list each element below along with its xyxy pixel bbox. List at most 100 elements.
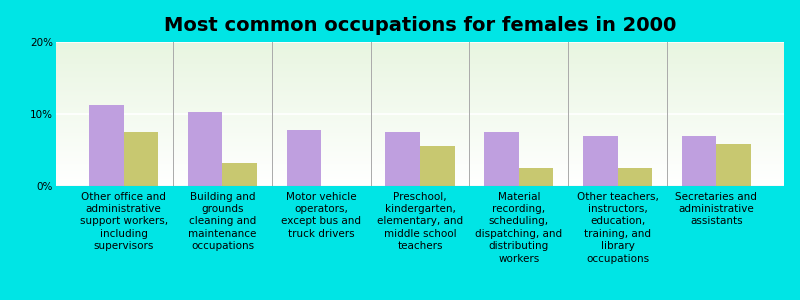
Bar <box>56 116 784 117</box>
Bar <box>56 92 784 93</box>
Bar <box>56 119 784 120</box>
Bar <box>56 136 784 137</box>
Bar <box>56 160 784 161</box>
Bar <box>56 128 784 129</box>
Bar <box>56 75 784 76</box>
Bar <box>56 145 784 146</box>
Bar <box>618 168 652 186</box>
Bar <box>56 131 784 132</box>
Bar <box>56 105 784 106</box>
Bar <box>56 57 784 58</box>
Bar <box>716 144 751 186</box>
Bar <box>56 169 784 170</box>
Bar <box>56 179 784 180</box>
Bar <box>56 76 784 77</box>
Bar <box>56 185 784 186</box>
Bar <box>56 62 784 63</box>
Bar <box>56 46 784 47</box>
Bar <box>56 100 784 101</box>
Bar <box>56 135 784 136</box>
Bar <box>56 51 784 52</box>
Bar <box>518 168 554 186</box>
Bar <box>56 171 784 172</box>
Bar <box>56 143 784 144</box>
Bar <box>56 60 784 61</box>
Bar <box>56 59 784 60</box>
Bar <box>56 141 784 142</box>
Bar <box>56 123 784 124</box>
Bar <box>56 67 784 68</box>
Bar <box>56 157 784 158</box>
Bar <box>56 117 784 118</box>
Bar <box>56 144 784 145</box>
Bar <box>56 50 784 51</box>
Bar <box>420 146 454 186</box>
Bar <box>56 79 784 80</box>
Bar <box>56 94 784 95</box>
Bar <box>56 151 784 152</box>
Bar <box>56 127 784 128</box>
Bar <box>56 49 784 50</box>
Bar <box>56 165 784 166</box>
Bar <box>56 87 784 88</box>
Bar <box>56 96 784 97</box>
Bar <box>56 168 784 169</box>
Bar <box>56 66 784 67</box>
Bar <box>56 134 784 135</box>
Bar <box>56 162 784 163</box>
Bar <box>56 146 784 147</box>
Bar <box>56 155 784 156</box>
Bar <box>56 89 784 90</box>
Bar <box>56 156 784 157</box>
Bar <box>56 173 784 174</box>
Bar <box>56 101 784 102</box>
Bar <box>56 150 784 151</box>
Bar <box>56 73 784 74</box>
Bar <box>56 109 784 110</box>
Bar <box>56 97 784 98</box>
Bar <box>56 124 784 125</box>
Bar <box>56 64 784 65</box>
Bar <box>56 138 784 139</box>
Bar <box>56 108 784 109</box>
Bar <box>56 147 784 148</box>
Bar <box>56 164 784 165</box>
Bar <box>56 125 784 126</box>
Bar <box>56 102 784 103</box>
Bar <box>56 130 784 131</box>
Bar <box>124 132 158 186</box>
Bar <box>56 152 784 153</box>
Bar <box>56 114 784 115</box>
Bar <box>56 71 784 72</box>
Bar <box>56 111 784 112</box>
Bar <box>56 53 784 54</box>
Bar <box>56 112 784 113</box>
Bar <box>56 56 784 57</box>
Bar <box>89 105 124 186</box>
Bar <box>56 86 784 87</box>
Bar <box>56 54 784 55</box>
Bar <box>56 176 784 177</box>
Bar <box>56 139 784 140</box>
Bar <box>56 61 784 62</box>
Bar <box>56 110 784 111</box>
Bar <box>56 82 784 83</box>
Bar <box>56 93 784 94</box>
Bar <box>56 44 784 45</box>
Bar <box>56 103 784 104</box>
Bar <box>56 81 784 82</box>
Bar <box>56 169 784 170</box>
Bar <box>56 88 784 89</box>
Bar <box>386 132 420 186</box>
Bar <box>56 83 784 84</box>
Bar <box>56 153 784 154</box>
Bar <box>188 112 222 186</box>
Bar <box>56 126 784 127</box>
Bar <box>56 178 784 179</box>
Bar <box>56 148 784 149</box>
Bar <box>56 149 784 150</box>
Title: Most common occupations for females in 2000: Most common occupations for females in 2… <box>164 16 676 35</box>
Bar <box>56 47 784 48</box>
Bar <box>56 133 784 134</box>
Bar <box>56 174 784 175</box>
